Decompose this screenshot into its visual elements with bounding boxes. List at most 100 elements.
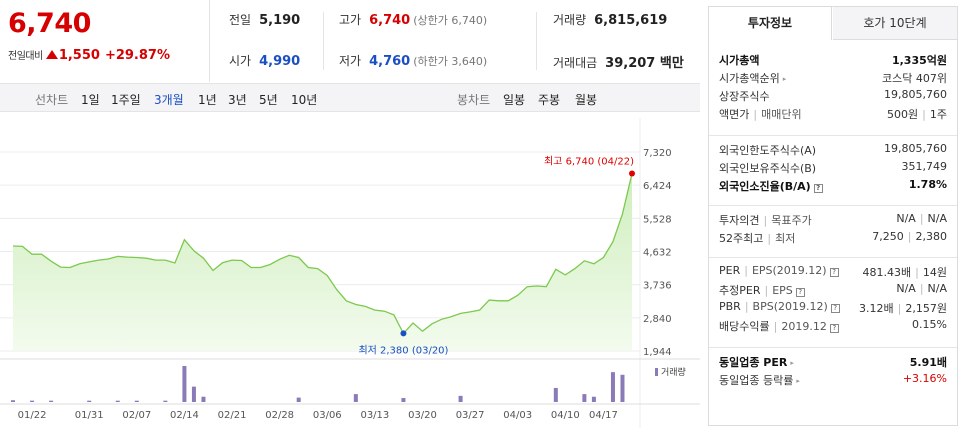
- info-value: 481.43배 | 14원: [863, 264, 947, 280]
- candle-monthly-button[interactable]: 월봉: [575, 93, 598, 107]
- price-area: [13, 173, 632, 351]
- info-key-secondary: 목표주가: [771, 214, 812, 227]
- stat-value: 6,815,619: [594, 13, 668, 28]
- info-divider: [709, 347, 957, 348]
- info-value: N/A | N/A: [896, 282, 947, 295]
- pipe-divider: |: [764, 284, 769, 297]
- info-value-secondary: 2,380: [915, 230, 948, 243]
- period-3m-button[interactable]: 3개월: [154, 93, 184, 107]
- up-arrow-icon: [45, 50, 58, 59]
- volume-bar: [458, 395, 463, 402]
- info-key-text: 외국인보유주식수(B): [719, 162, 817, 175]
- info-row: 외국인보유주식수(B) 351,749: [719, 160, 947, 178]
- stat-sub: (상한가 6,740): [413, 14, 488, 27]
- info-key-secondary: EPS(2019.12): [751, 264, 827, 277]
- info-key-text: 상장주식수: [719, 90, 770, 103]
- info-key-text: 동일업종 등락률: [719, 374, 794, 387]
- pipe-divider: |: [907, 230, 912, 243]
- info-key: 배당수익률 | 2019.12?: [719, 318, 839, 334]
- current-price: 6,740: [8, 8, 91, 39]
- info-value-secondary: 14원: [922, 266, 947, 279]
- period-1y-button[interactable]: 1년: [198, 93, 217, 107]
- info-key-text: 동일업종 PER: [719, 356, 788, 369]
- change-label: 전일대비: [8, 51, 43, 62]
- info-value: 19,805,760: [884, 142, 947, 155]
- info-key: 상장주식수: [719, 88, 770, 104]
- stat-value: 39,207 백만: [605, 56, 684, 71]
- y-tick-label: 2,840: [643, 314, 672, 325]
- info-value-text: N/A: [896, 212, 916, 225]
- candle-daily-button[interactable]: 일봉: [503, 93, 526, 107]
- x-tick-label: 04/03: [503, 410, 532, 421]
- volume-bar: [401, 398, 406, 402]
- info-divider: [709, 205, 957, 206]
- info-key: 외국인보유주식수(B): [719, 160, 816, 176]
- stat-low: 저가 4,760 (하한가 3,640): [339, 52, 487, 69]
- max-point: [629, 170, 635, 177]
- pipe-divider: |: [744, 300, 749, 313]
- pipe-divider: |: [897, 302, 902, 315]
- y-tick-label: 1,944: [643, 347, 672, 358]
- period-1w-button[interactable]: 1주일: [111, 93, 141, 107]
- x-tick-label: 02/21: [218, 410, 247, 421]
- stat-label: 거래량: [553, 13, 587, 27]
- period-5y-button[interactable]: 5년: [259, 93, 278, 107]
- info-key-secondary: 2019.12: [781, 320, 827, 333]
- info-key-text: 투자의견: [719, 214, 760, 227]
- info-value-secondary: N/A: [927, 282, 947, 295]
- tab-orderbook-10[interactable]: 호가 10단계: [833, 7, 957, 40]
- info-value: 351,749: [902, 160, 948, 173]
- stat-open: 시가 4,990: [229, 52, 300, 69]
- info-key: 투자의견 | 목표주가: [719, 212, 812, 228]
- info-value: 5.91배: [910, 354, 947, 370]
- info-key-text: PBR: [719, 300, 741, 313]
- y-tick-label: 4,632: [643, 248, 672, 259]
- volume-bar: [553, 387, 558, 402]
- info-key: 추정PER | EPS?: [719, 282, 805, 298]
- volume-bar: [163, 400, 168, 402]
- info-value-text: +3.16%: [902, 372, 947, 385]
- candle-weekly-button[interactable]: 주봉: [538, 93, 561, 107]
- info-key: 액면가 | 매매단위: [719, 106, 802, 122]
- info-key-text: 추정PER: [719, 284, 761, 297]
- price-change: 전일대비 1,550 +29.87%: [8, 47, 170, 63]
- stat-label: 시가: [229, 54, 252, 68]
- info-row: 추정PER | EPS? N/A | N/A: [719, 282, 947, 300]
- info-key-text: 액면가: [719, 108, 750, 121]
- info-row: 액면가 | 매매단위 500원 | 1주: [719, 106, 947, 124]
- volume-bar: [296, 397, 301, 402]
- info-key: 시가총액순위 ▸: [719, 70, 786, 86]
- volume-bar: [30, 400, 35, 402]
- volume-bar: [87, 400, 92, 402]
- help-icon: ?: [813, 184, 823, 193]
- period-1d-button[interactable]: 1일: [81, 93, 100, 107]
- info-value: N/A | N/A: [896, 212, 947, 225]
- info-row: 시가총액 1,335억원: [719, 52, 947, 70]
- info-value: +3.16%: [903, 372, 947, 385]
- stat-label: 거래대금: [553, 56, 598, 70]
- info-value: 코스닥 407위: [882, 70, 947, 86]
- y-tick-label: 7,320: [643, 148, 672, 159]
- period-10y-button[interactable]: 10년: [291, 93, 318, 107]
- info-key-secondary: BPS(2019.12): [752, 300, 828, 313]
- info-key-secondary: 매매단위: [761, 108, 802, 121]
- change-amount: 1,550: [58, 48, 100, 63]
- divider: [536, 12, 537, 70]
- info-key: PBR | BPS(2019.12)?: [719, 300, 840, 313]
- y-tick-label: 6,424: [643, 181, 672, 192]
- info-value-text: 500원: [887, 108, 919, 121]
- price-line: [12, 173, 633, 335]
- info-value-text: 3.12배: [859, 302, 894, 315]
- info-value-text: 19,805,760: [884, 88, 947, 101]
- info-row: 동일업종 등락률 ▸ +3.16%: [719, 372, 947, 390]
- info-value-secondary: 1주: [929, 108, 947, 121]
- info-key: 시가총액: [719, 52, 759, 68]
- period-3y-button[interactable]: 3년: [228, 93, 247, 107]
- min-point: [400, 330, 407, 337]
- tab-investment-info[interactable]: 투자정보: [709, 7, 832, 40]
- stat-sub: (하한가 3,640): [413, 55, 488, 68]
- max-annotation: 최고 6,740 (04/22): [544, 155, 634, 167]
- pipe-divider: |: [767, 232, 772, 245]
- change-percent: +29.87%: [104, 48, 170, 63]
